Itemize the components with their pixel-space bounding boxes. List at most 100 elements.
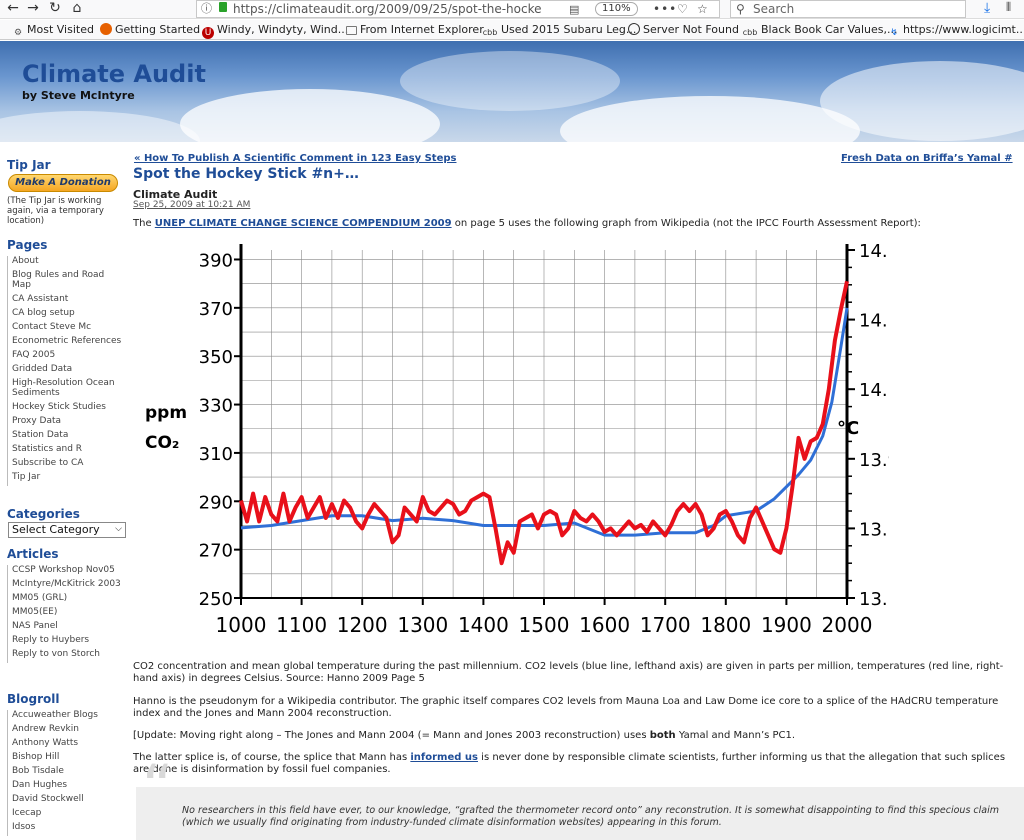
x-tick-label: 1600 [579, 613, 630, 637]
sidebar-page-link[interactable]: About [12, 256, 39, 266]
x-tick-label: 1000 [216, 613, 267, 637]
paragraph-update: [Update: Moving right along – The Jones … [133, 730, 1021, 742]
y-left-tick-label: 270 [199, 541, 233, 562]
sidebar-page-link[interactable]: Tip Jar [12, 472, 41, 482]
bookmark-folder-ie[interactable]: From Internet Explorer [346, 23, 484, 36]
bookmarks-bar: ⚙ Most Visited Getting Started U Windy, Wi… [0, 20, 1024, 40]
x-tick-label: 2000 [822, 613, 873, 637]
sidebar-article-link[interactable]: CCSP Workshop Nov05 [12, 565, 115, 575]
page-actions-icon[interactable]: ••• [653, 2, 678, 16]
site-header-banner: Climate Audit by Steve McIntyre [0, 41, 1024, 142]
url-text[interactable]: https://climateaudit.org/2009/09/25/spot… [233, 2, 542, 16]
category-select[interactable]: Select Category ⌵ [8, 522, 126, 538]
sidebar-page-link[interactable]: Subscribe to CA [12, 458, 84, 468]
tipjar-heading: Tip Jar [7, 158, 51, 172]
articles-list: CCSP Workshop Nov05 McIntyre/McKitrick 20… [7, 565, 125, 663]
post-title[interactable]: Spot the Hockey Stick #n+… [133, 166, 359, 182]
sidebar-blogroll-link[interactable]: Bishop Hill [12, 752, 60, 762]
search-input[interactable]: ⚲ Search [730, 0, 966, 18]
y-left-tick-label: 250 [199, 589, 233, 610]
zoom-level[interactable]: 110% [595, 2, 638, 16]
informed-us-link[interactable]: informed us [410, 752, 478, 763]
sidebar-blogroll-link[interactable]: Bob Tisdale [12, 766, 64, 776]
cloud [400, 51, 620, 111]
sidebar-article-link[interactable]: Reply to Huybers [12, 635, 90, 645]
bookmark-windy[interactable]: U Windy, Windyty, Wind... [202, 23, 348, 39]
sidebar-page-link[interactable]: Blog Rules and Road Map [12, 270, 105, 290]
sidebar-blogroll-link[interactable]: Dan Hughes [12, 780, 68, 790]
site-title[interactable]: Climate Audit [22, 60, 206, 88]
y-left-tick-label: 370 [199, 299, 233, 320]
windy-icon: U [202, 27, 214, 39]
download-icon[interactable]: ⤓ [984, 0, 991, 16]
sidebar-blogroll-link[interactable]: Accuweather Blogs [12, 710, 98, 720]
bookmark-black-book[interactable]: cbb Black Book Car Values,... [742, 23, 898, 39]
sidebar-page-link[interactable]: Statistics and R [12, 444, 83, 454]
y-left-tick-label: 390 [199, 250, 233, 271]
sidebar-page-link[interactable]: High-Resolution Ocean Sediments [12, 378, 115, 398]
x-tick-label: 1800 [700, 613, 751, 637]
sidebar-page-link[interactable]: Contact Steve Mc [12, 322, 92, 332]
info-icon[interactable]: ⓘ [201, 2, 212, 15]
sidebar-blogroll-link[interactable]: Idsos [12, 822, 36, 832]
search-placeholder: Search [753, 2, 795, 16]
chart-svg: 1000 1100 1200 1300 1400 1500 1600 1700 1800 1900… [145, 241, 899, 637]
prev-post-link[interactable]: « How To Publish A Scientific Comment in… [134, 153, 457, 164]
bookmark-label: Most Visited [27, 23, 94, 36]
bookmark-label: https://www.logicimt... [903, 23, 1024, 36]
home-icon[interactable]: ⌂ [72, 0, 82, 16]
folder-icon [346, 26, 357, 35]
chart-co2-temperature: 1000 1100 1200 1300 1400 1500 1600 1700 1800 1900… [133, 236, 899, 656]
x-tick-label: 1900 [761, 613, 812, 637]
sidebar-article-link[interactable]: McIntyre/McKitrick 2003 [12, 579, 121, 589]
cloud [560, 96, 860, 142]
post-date[interactable]: Sep 25, 2009 at 10:21 AM [133, 200, 251, 210]
x-tick-label: 1700 [640, 613, 691, 637]
sidebar-page-link[interactable]: Econometric References [12, 336, 122, 346]
y-left-label-co2: CO₂ [145, 433, 179, 453]
sidebar-page-link[interactable]: Gridded Data [12, 364, 73, 374]
reload-icon[interactable]: ↻ [49, 0, 61, 16]
sidebar-article-link[interactable]: MM05 (GRL) [12, 593, 68, 603]
x-tick-label: 1500 [519, 613, 570, 637]
donate-button[interactable]: Make A Donation [8, 174, 118, 192]
sidebar-article-link[interactable]: MM05(EE) [12, 607, 58, 617]
update-bold: both [649, 730, 676, 741]
sidebar-page-link[interactable]: FAQ 2005 [12, 350, 56, 360]
pages-heading: Pages [7, 238, 48, 252]
sidebar-blogroll-link[interactable]: Anthony Watts [12, 738, 79, 748]
sidebar-blogroll-link[interactable]: Icecap [12, 808, 42, 818]
sidebar-page-link[interactable]: Station Data [12, 430, 69, 440]
chevron-down-icon: ⌵ [115, 524, 122, 534]
sidebar-page-link[interactable]: CA blog setup [12, 308, 75, 318]
quote-text: No researchers in this field have ever, … [182, 805, 1000, 828]
reader-view-icon[interactable]: ▤ [569, 3, 580, 16]
figure-caption: CO2 concentration and mean global temper… [133, 661, 1004, 684]
bookmark-subaru[interactable]: cbb Used 2015 Subaru Leg... [482, 23, 637, 39]
next-post-link[interactable]: Fresh Data on Briffa’s Yamal # [841, 153, 1013, 164]
y-right-label: °C [837, 418, 859, 439]
back-icon[interactable]: ← [7, 0, 19, 16]
post-author: Climate Audit [133, 188, 218, 201]
bookmark-logicimt[interactable]: ↯ https://www.logicimt... [888, 23, 1024, 39]
library-icon[interactable]: ⫴ [1006, 0, 1012, 14]
bookmark-most-visited[interactable]: ⚙ Most Visited [12, 23, 94, 39]
sidebar-blogroll-link[interactable]: Andrew Revkin [12, 724, 79, 734]
sidebar-page-link[interactable]: Hockey Stick Studies [12, 402, 106, 412]
forward-icon[interactable]: → [27, 0, 39, 16]
bookmark-label: Server Not Found [643, 23, 739, 36]
sidebar-page-link[interactable]: Proxy Data [12, 416, 62, 426]
y-left-label-ppm: ppm [145, 403, 187, 423]
cbb-icon: cbb [742, 28, 758, 37]
sidebar-article-link[interactable]: NAS Panel [12, 621, 58, 631]
bookmark-getting-started[interactable]: Getting Started [100, 23, 200, 36]
address-bar[interactable]: ⓘ https://climateaudit.org/2009/09/25/sp… [196, 0, 720, 18]
sidebar-page-link[interactable]: CA Assistant [12, 294, 69, 304]
sidebar-blogroll-link[interactable]: David Stockwell [12, 794, 84, 804]
bookmark-star-icon[interactable]: ☆ [697, 2, 708, 16]
unep-link[interactable]: UNEP CLIMATE CHANGE SCIENCE COMPENDIUM 2… [154, 218, 452, 229]
sidebar-article-link[interactable]: Reply to von Storch [12, 649, 100, 659]
x-tick-label: 1300 [397, 613, 448, 637]
bookmark-server-not-found[interactable]: Server Not Found [628, 23, 739, 36]
pocket-icon[interactable]: ♡ [677, 2, 688, 16]
